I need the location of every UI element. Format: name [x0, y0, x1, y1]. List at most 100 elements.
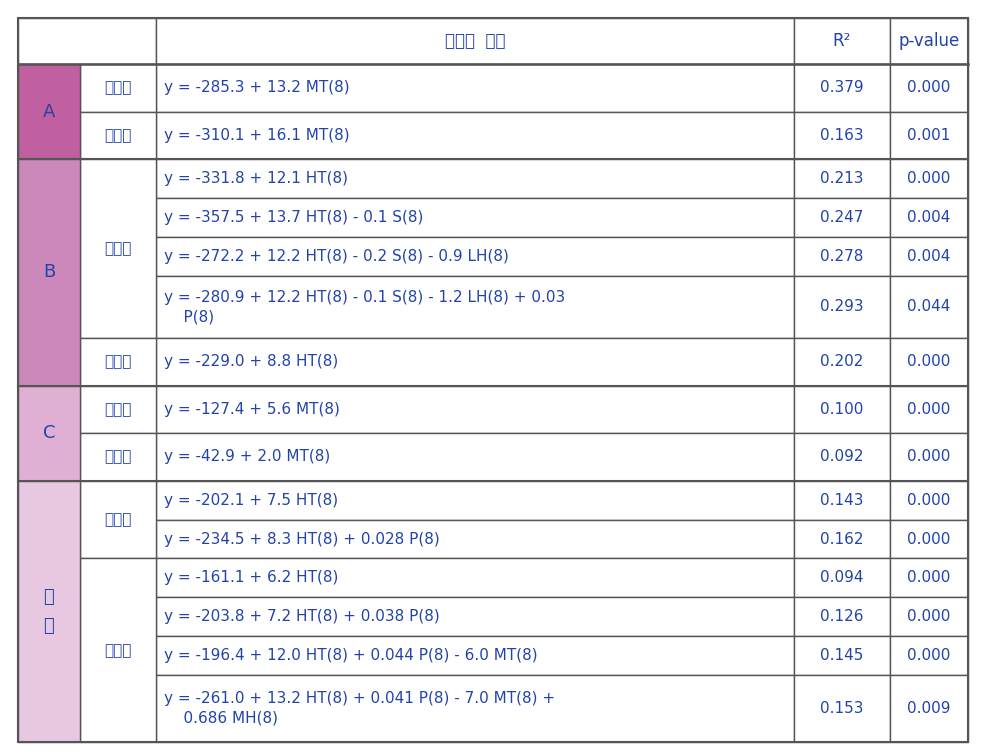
- Bar: [890, 597, 968, 637]
- Bar: [794, 675, 890, 742]
- Text: 0.004: 0.004: [907, 210, 951, 225]
- Bar: [794, 18, 890, 64]
- Bar: [156, 237, 794, 276]
- Text: R²: R²: [833, 32, 851, 50]
- Bar: [890, 64, 968, 111]
- Text: 0.000: 0.000: [907, 355, 951, 370]
- Bar: [80, 559, 156, 742]
- Bar: [794, 111, 890, 159]
- Text: 전
체: 전 체: [43, 587, 54, 635]
- Text: 0.100: 0.100: [820, 402, 864, 417]
- Bar: [80, 111, 156, 159]
- Bar: [890, 111, 968, 159]
- Bar: [794, 198, 890, 237]
- Text: 0.145: 0.145: [820, 648, 864, 663]
- Text: 0.004: 0.004: [907, 249, 951, 264]
- Bar: [18, 159, 80, 386]
- Bar: [80, 338, 156, 386]
- Text: 0.379: 0.379: [820, 80, 864, 95]
- Bar: [794, 338, 890, 386]
- Bar: [890, 433, 968, 481]
- Text: y = -203.8 + 7.2 HT(8) + 0.038 P(8): y = -203.8 + 7.2 HT(8) + 0.038 P(8): [164, 609, 440, 624]
- Text: 0.153: 0.153: [820, 701, 864, 716]
- Bar: [890, 481, 968, 519]
- Bar: [80, 386, 156, 433]
- Bar: [18, 386, 80, 481]
- Text: 0.213: 0.213: [820, 171, 864, 186]
- Bar: [156, 386, 794, 433]
- Bar: [156, 159, 794, 198]
- Text: y = -196.4 + 12.0 HT(8) + 0.044 P(8) - 6.0 MT(8): y = -196.4 + 12.0 HT(8) + 0.044 P(8) - 6…: [164, 648, 537, 663]
- Text: p-value: p-value: [898, 32, 959, 50]
- Text: y = -272.2 + 12.2 HT(8) - 0.2 S(8) - 0.9 LH(8): y = -272.2 + 12.2 HT(8) - 0.2 S(8) - 0.9…: [164, 249, 509, 264]
- Bar: [794, 276, 890, 338]
- Text: A: A: [42, 103, 55, 120]
- Text: 0.247: 0.247: [820, 210, 864, 225]
- Bar: [156, 198, 794, 237]
- Text: y = -280.9 + 12.2 HT(8) - 0.1 S(8) - 1.2 LH(8) + 0.03
    P(8): y = -280.9 + 12.2 HT(8) - 0.1 S(8) - 1.2…: [164, 290, 565, 324]
- Bar: [156, 597, 794, 637]
- Text: 발생율: 발생율: [105, 450, 132, 464]
- Bar: [156, 276, 794, 338]
- Text: 회귀식  모형: 회귀식 모형: [445, 32, 505, 50]
- Text: y = -42.9 + 2.0 MT(8): y = -42.9 + 2.0 MT(8): [164, 450, 330, 464]
- Bar: [18, 64, 80, 159]
- Bar: [890, 338, 968, 386]
- Text: y = -234.5 + 8.3 HT(8) + 0.028 P(8): y = -234.5 + 8.3 HT(8) + 0.028 P(8): [164, 531, 440, 547]
- Text: 발생율: 발생율: [105, 643, 132, 658]
- Bar: [156, 433, 794, 481]
- Text: 0.001: 0.001: [907, 128, 951, 143]
- Text: y = -357.5 + 13.7 HT(8) - 0.1 S(8): y = -357.5 + 13.7 HT(8) - 0.1 S(8): [164, 210, 423, 225]
- Text: C: C: [42, 424, 55, 442]
- Bar: [18, 18, 156, 64]
- Text: 발생수: 발생수: [105, 512, 132, 527]
- Bar: [156, 519, 794, 559]
- Bar: [794, 481, 890, 519]
- Bar: [890, 386, 968, 433]
- Bar: [890, 198, 968, 237]
- Text: 0.000: 0.000: [907, 531, 951, 547]
- Text: 0.162: 0.162: [820, 531, 864, 547]
- Bar: [890, 159, 968, 198]
- Bar: [890, 559, 968, 597]
- Bar: [890, 637, 968, 675]
- Bar: [794, 64, 890, 111]
- Bar: [794, 597, 890, 637]
- Text: 발생율: 발생율: [105, 355, 132, 370]
- Bar: [156, 559, 794, 597]
- Text: y = -285.3 + 13.2 MT(8): y = -285.3 + 13.2 MT(8): [164, 80, 350, 95]
- Text: y = -261.0 + 13.2 HT(8) + 0.041 P(8) - 7.0 MT(8) +
    0.686 MH(8): y = -261.0 + 13.2 HT(8) + 0.041 P(8) - 7…: [164, 691, 555, 726]
- Text: 0.278: 0.278: [820, 249, 864, 264]
- Bar: [80, 64, 156, 111]
- Text: y = -310.1 + 16.1 MT(8): y = -310.1 + 16.1 MT(8): [164, 128, 350, 143]
- Bar: [80, 481, 156, 559]
- Bar: [794, 637, 890, 675]
- Text: 0.000: 0.000: [907, 402, 951, 417]
- Text: y = -331.8 + 12.1 HT(8): y = -331.8 + 12.1 HT(8): [164, 171, 348, 186]
- Bar: [890, 675, 968, 742]
- Text: 0.126: 0.126: [820, 609, 864, 624]
- Bar: [156, 675, 794, 742]
- Bar: [156, 338, 794, 386]
- Text: 0.009: 0.009: [907, 701, 951, 716]
- Text: 0.293: 0.293: [820, 299, 864, 314]
- Bar: [156, 111, 794, 159]
- Text: 0.143: 0.143: [820, 493, 864, 508]
- Bar: [890, 276, 968, 338]
- Text: 발생수: 발생수: [105, 402, 132, 417]
- Text: 발생율: 발생율: [105, 128, 132, 143]
- Bar: [156, 637, 794, 675]
- Bar: [794, 433, 890, 481]
- Text: B: B: [42, 263, 55, 281]
- Bar: [80, 159, 156, 338]
- Bar: [890, 519, 968, 559]
- Bar: [80, 433, 156, 481]
- Text: 0.000: 0.000: [907, 609, 951, 624]
- Bar: [794, 519, 890, 559]
- Bar: [794, 237, 890, 276]
- Bar: [794, 159, 890, 198]
- Text: y = -127.4 + 5.6 MT(8): y = -127.4 + 5.6 MT(8): [164, 402, 340, 417]
- Text: 0.000: 0.000: [907, 570, 951, 585]
- Bar: [18, 481, 80, 742]
- Text: y = -229.0 + 8.8 HT(8): y = -229.0 + 8.8 HT(8): [164, 355, 338, 370]
